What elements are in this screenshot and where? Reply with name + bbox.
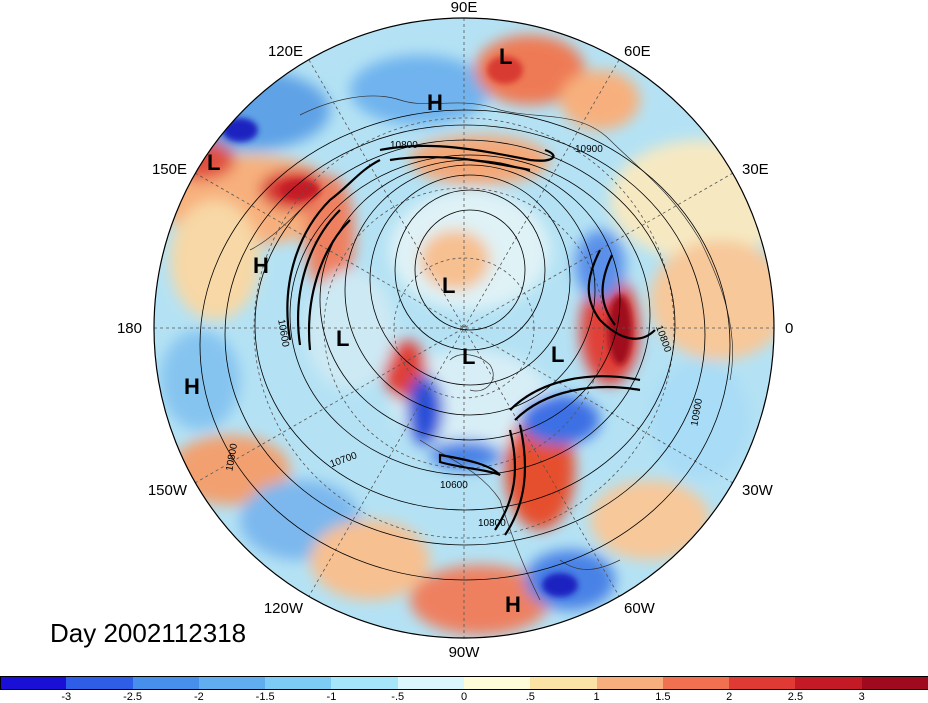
colorbar-tick-label: -3 [61,691,72,703]
colorbar-swatch [397,676,465,690]
lon-label-150e: 150E [152,161,187,178]
colorbar-tick-label: -.5 [391,691,405,703]
colorbar: -3 -2.5 -2 -1.5 -1 -.5 0 .5 1 1.5 2 2.5 3 [0,676,928,703]
lon-label-180: 180 [117,320,142,337]
polar-map: 10900 10800 10900 10800 10700 10600 1080… [117,0,793,661]
lon-label-90e: 90E [451,0,478,16]
date-title: Day 2002112318 [50,618,247,648]
colorbar-tick-label: -2 [193,691,204,703]
lon-label-60w: 60W [624,600,656,617]
lat-lon-grid [154,18,774,638]
low-pressure-label: L [462,344,475,369]
colorbar-swatch [0,676,68,690]
colorbar-tick-label: -1.5 [255,691,275,703]
colorbar-tick-label: 1.5 [655,691,671,703]
geopotential-contours [199,109,731,581]
colorbar-swatch [662,676,731,690]
colorbar-tick-label: 2 [726,691,733,703]
lon-label-60e: 60E [624,43,651,60]
low-pressure-label: L [442,273,455,298]
contour-label: 10800 [224,442,240,472]
contour-label: 10800 [390,140,418,151]
colorbar-tick-label: 3 [858,691,865,703]
lon-label-120e: 120E [268,43,303,60]
lon-label-90w: 90W [449,644,481,661]
lon-label-120w: 120W [264,600,304,617]
contour-label: 10900 [689,397,705,427]
low-pressure-label: L [207,150,220,175]
pressure-centers: L H L H L L L L H H [184,44,564,617]
colorbar-tick-label: 2.5 [787,691,804,703]
colorbar-swatch [331,676,399,690]
contour-label: 10600 [275,319,291,349]
colorbar-swatch [795,676,863,690]
lon-label-0: 0 [785,320,793,337]
colorbar-tick-label: 0 [460,691,468,703]
lon-label-30w: 30W [742,482,774,499]
low-pressure-label: L [551,342,564,367]
colorbar-swatch [596,676,664,690]
contour-label: 10600 [440,480,468,491]
colorbar-swatch [464,676,532,690]
contour-label: 10900 [575,144,603,155]
low-pressure-label: L [336,326,349,351]
colorbar-swatch [861,676,928,690]
colorbar-swatch [198,676,267,690]
high-pressure-label: H [184,374,200,399]
high-pressure-label: H [427,90,443,115]
colorbar-swatch [530,676,598,690]
contour-label: 10800 [478,518,506,529]
colorbar-swatch [265,676,333,690]
map-boundary [153,17,775,639]
anomaly-field [154,18,774,638]
low-pressure-label: L [499,44,512,69]
colorbar-swatch [66,676,134,690]
colorbar-swatch [729,676,797,690]
colorbar-swatch [132,676,200,690]
lon-label-150w: 150W [148,482,188,499]
high-pressure-label: H [505,592,521,617]
lon-label-30e: 30E [742,161,769,178]
colorbar-tick-label: 1 [593,691,600,703]
jet-contours [286,144,656,536]
colorbar-tick-label: -1 [326,691,337,703]
colorbar-tick-label: -2.5 [123,691,143,703]
high-pressure-label: H [253,253,269,278]
contour-value-labels: 10900 10800 10900 10800 10700 10600 1080… [224,140,705,529]
colorbar-tick-label: .5 [525,691,535,703]
longitude-labels: 90E 60E 30E 0 30W 60W 90W 120W 150W 180 … [117,0,793,661]
